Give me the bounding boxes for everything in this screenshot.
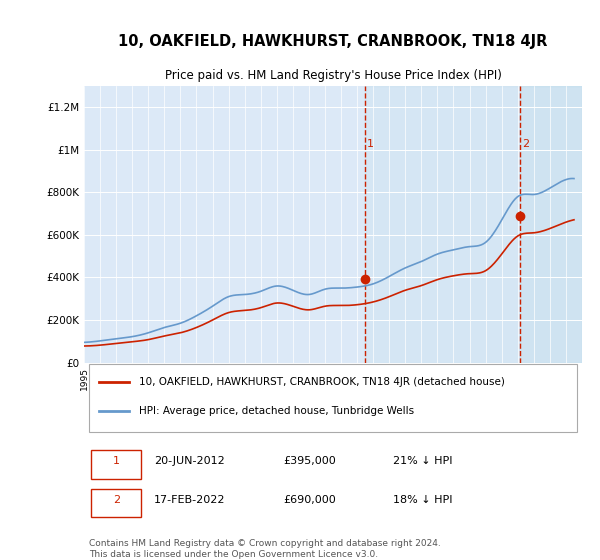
Text: £395,000: £395,000 bbox=[283, 456, 336, 466]
FancyBboxPatch shape bbox=[89, 364, 577, 432]
Text: 2: 2 bbox=[113, 494, 120, 505]
Text: 20-JUN-2012: 20-JUN-2012 bbox=[154, 456, 224, 466]
Text: Contains HM Land Registry data © Crown copyright and database right 2024.
This d: Contains HM Land Registry data © Crown c… bbox=[89, 539, 441, 559]
Bar bbox=[520, 86, 582, 363]
Text: 1: 1 bbox=[367, 139, 374, 149]
Text: 17-FEB-2022: 17-FEB-2022 bbox=[154, 494, 225, 505]
Text: 2: 2 bbox=[522, 139, 529, 149]
Text: Price paid vs. HM Land Registry's House Price Index (HPI): Price paid vs. HM Land Registry's House … bbox=[164, 69, 502, 82]
Point bbox=[125, 379, 133, 385]
Text: 10, OAKFIELD, HAWKHURST, CRANBROOK, TN18 4JR (detached house): 10, OAKFIELD, HAWKHURST, CRANBROOK, TN18… bbox=[139, 377, 505, 387]
Text: 21% ↓ HPI: 21% ↓ HPI bbox=[393, 456, 452, 466]
Point bbox=[95, 379, 103, 385]
Bar bbox=[365, 86, 582, 363]
Text: £690,000: £690,000 bbox=[283, 494, 336, 505]
FancyBboxPatch shape bbox=[91, 450, 141, 479]
Text: 18% ↓ HPI: 18% ↓ HPI bbox=[393, 494, 452, 505]
FancyBboxPatch shape bbox=[91, 489, 141, 517]
Point bbox=[125, 408, 133, 414]
Point bbox=[95, 408, 103, 414]
Text: 1: 1 bbox=[113, 456, 120, 466]
Text: 10, OAKFIELD, HAWKHURST, CRANBROOK, TN18 4JR: 10, OAKFIELD, HAWKHURST, CRANBROOK, TN18… bbox=[118, 34, 548, 49]
Text: HPI: Average price, detached house, Tunbridge Wells: HPI: Average price, detached house, Tunb… bbox=[139, 406, 414, 416]
